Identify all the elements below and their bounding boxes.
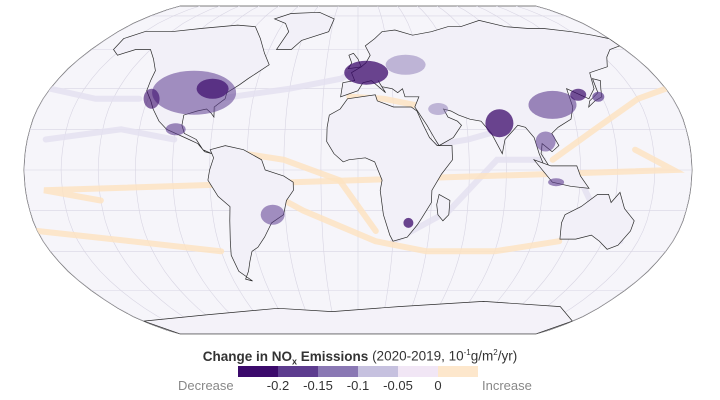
legend-swatch-3 bbox=[358, 366, 398, 377]
shipping-lane bbox=[428, 130, 493, 149]
legend-swatch-5 bbox=[438, 366, 478, 377]
legend-swatch-2 bbox=[318, 366, 358, 377]
legend-swatch-0 bbox=[238, 366, 278, 377]
shipping-lane bbox=[390, 156, 547, 245]
emission-hotspot bbox=[344, 60, 389, 85]
legend-decrease-label: Decrease bbox=[178, 378, 234, 393]
longitude-line bbox=[283, 6, 319, 334]
legend-swatch-4 bbox=[398, 366, 438, 377]
emission-hotspot bbox=[260, 204, 285, 225]
emission-hotspot bbox=[428, 103, 449, 115]
emission-hotspot bbox=[196, 78, 229, 99]
shipping-lane bbox=[42, 126, 178, 143]
legend-swatch-1 bbox=[278, 366, 318, 377]
landmass-antarctica bbox=[143, 301, 573, 334]
shipping-lane bbox=[43, 146, 685, 204]
legend-tick-label: -0.1 bbox=[346, 378, 370, 393]
emission-hotspot bbox=[165, 123, 186, 136]
legend-tick-label: 0 bbox=[434, 378, 442, 393]
emission-hotspot bbox=[548, 178, 565, 187]
emission-hotspot bbox=[143, 88, 160, 109]
world-map-svg bbox=[23, 5, 693, 335]
emission-hotspot bbox=[528, 90, 577, 119]
landmass-greenland bbox=[273, 11, 335, 50]
legend-tick-label: -0.15 bbox=[303, 378, 333, 393]
landmass-africa bbox=[326, 94, 453, 242]
legend-color-bar bbox=[238, 366, 478, 377]
longitude-line bbox=[320, 6, 339, 334]
landmass-madagascar bbox=[436, 193, 451, 222]
emission-decrease-hotspots bbox=[143, 54, 605, 228]
landmass-south-america bbox=[207, 145, 294, 282]
legend-increase-label: Increase bbox=[482, 378, 532, 393]
shipping-lane bbox=[243, 177, 563, 255]
emission-hotspot bbox=[535, 131, 556, 152]
shipping-lane bbox=[34, 228, 225, 255]
legend-tick-label: -0.2 bbox=[266, 378, 290, 393]
longitude-line bbox=[535, 6, 692, 334]
legend-title: Change in NOx Emissions (2020-2019, 10-1… bbox=[202, 348, 518, 367]
shipping-lane bbox=[549, 85, 669, 163]
emission-hotspot bbox=[570, 88, 587, 101]
emissions-map bbox=[23, 5, 693, 335]
shipping-lane bbox=[47, 85, 143, 102]
emission-hotspot bbox=[403, 217, 414, 228]
emission-hotspot bbox=[485, 109, 514, 138]
longitude-line bbox=[24, 6, 181, 334]
landmass-australia bbox=[559, 191, 635, 250]
emission-hotspot bbox=[592, 91, 605, 102]
emission-hotspot bbox=[385, 54, 426, 75]
legend-tick-label: -0.05 bbox=[383, 378, 413, 393]
